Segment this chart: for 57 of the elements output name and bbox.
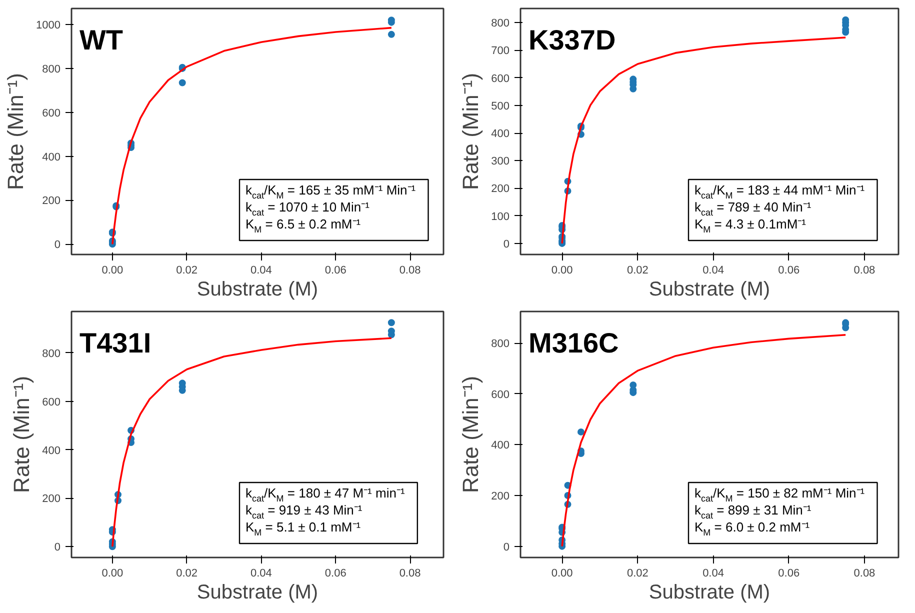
y-tick-label: 500: [491, 100, 510, 112]
x-tick-label: 0.08: [399, 568, 421, 580]
y-tick-label: 0: [503, 238, 510, 250]
text: K337D: [528, 24, 616, 56]
y-tick-label: 800: [42, 348, 61, 360]
y-tick-label: 800: [491, 18, 510, 30]
y-tick-label: 400: [42, 151, 61, 164]
x-axis-title: Substrate (M): [196, 278, 318, 300]
x-tick-label: 0.06: [324, 568, 346, 580]
x-tick-label: 0.08: [854, 568, 876, 580]
y-tick-label: 800: [42, 63, 61, 76]
x-tick-label: 0.08: [854, 264, 876, 276]
y-axis-title: Rate (Min⁻¹): [9, 376, 34, 494]
x-tick-label: 0.00: [102, 264, 124, 276]
y-tick-label: 400: [42, 444, 61, 457]
y-tick-label: 400: [491, 440, 510, 452]
x-axis-title: Substrate (M): [196, 582, 318, 604]
y-tick-label: 200: [491, 183, 510, 196]
y-tick-label: 600: [42, 107, 61, 120]
y-tick-label: 600: [491, 72, 510, 85]
x-tick-label: 0.04: [250, 264, 272, 276]
y-tick-label: 200: [42, 195, 61, 208]
y-axis-title: Rate (Min⁻¹): [458, 72, 484, 190]
y-tick-label: 0: [54, 542, 61, 554]
text: WT: [80, 24, 124, 56]
x-tick-label: 0.00: [102, 568, 124, 580]
text: T431I: [80, 328, 152, 358]
x-tick-label: 0.00: [551, 264, 573, 276]
y-tick-label: 700: [491, 45, 510, 58]
x-axis-title: Substrate (M): [648, 278, 770, 300]
x-tick-label: 0.06: [778, 264, 800, 276]
y-tick-label: 200: [42, 493, 61, 506]
x-tick-label: 0.04: [250, 568, 272, 580]
y-tick-label: 1000: [36, 20, 61, 32]
text: M316C: [528, 328, 619, 358]
y-tick-label: 100: [491, 210, 510, 223]
y-tick-label: 400: [491, 128, 510, 140]
y-tick-label: 600: [42, 396, 61, 408]
x-tick-label: 0.02: [176, 568, 198, 580]
x-tick-label: 0.00: [551, 568, 573, 580]
y-tick-label: 600: [491, 388, 510, 401]
y-tick-label: 200: [491, 490, 510, 502]
y-tick-label: 0: [503, 541, 510, 554]
x-tick-label: 0.04: [702, 568, 724, 580]
y-axis-title: Rate (Min⁻¹): [3, 72, 28, 190]
x-axis-title: Substrate (M): [648, 582, 770, 604]
x-tick-label: 0.04: [702, 264, 724, 276]
x-tick-label: 0.02: [626, 264, 648, 276]
x-tick-label: 0.06: [324, 264, 346, 276]
y-tick-label: 300: [491, 156, 510, 168]
x-tick-label: 0.02: [176, 264, 198, 276]
x-tick-label: 0.06: [778, 568, 800, 580]
y-tick-label: 0: [54, 239, 61, 252]
y-axis-title: Rate (Min⁻¹): [458, 376, 484, 494]
x-tick-label: 0.08: [399, 264, 421, 276]
y-tick-label: 800: [491, 338, 510, 350]
x-tick-label: 0.02: [626, 568, 648, 580]
